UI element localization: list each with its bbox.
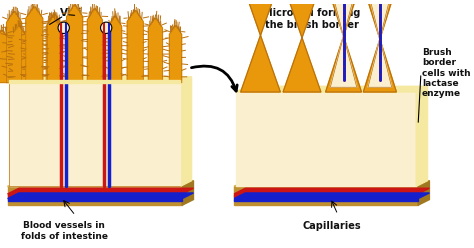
Polygon shape <box>182 181 193 205</box>
Polygon shape <box>8 186 182 205</box>
Text: Microvilli forming
the brush border: Microvilli forming the brush border <box>263 8 360 30</box>
Polygon shape <box>234 194 418 197</box>
Polygon shape <box>180 77 191 186</box>
Polygon shape <box>46 16 59 83</box>
Text: Capillaries: Capillaries <box>303 221 362 231</box>
Polygon shape <box>29 21 43 83</box>
Polygon shape <box>9 80 180 83</box>
Polygon shape <box>241 0 280 92</box>
Polygon shape <box>109 16 122 83</box>
Polygon shape <box>234 188 429 194</box>
Polygon shape <box>8 194 182 197</box>
Polygon shape <box>127 11 143 83</box>
Polygon shape <box>8 199 182 201</box>
Polygon shape <box>326 0 362 92</box>
Polygon shape <box>12 26 26 83</box>
Polygon shape <box>7 12 22 83</box>
Polygon shape <box>47 15 62 83</box>
Circle shape <box>100 22 112 33</box>
Polygon shape <box>418 181 429 205</box>
Polygon shape <box>368 0 392 87</box>
Polygon shape <box>234 199 418 201</box>
Polygon shape <box>9 77 191 83</box>
Text: Villi: Villi <box>60 8 82 18</box>
Polygon shape <box>416 86 428 186</box>
Text: Brush
border
cells with
lactase
enzyme: Brush border cells with lactase enzyme <box>422 48 471 98</box>
Polygon shape <box>87 9 102 83</box>
Polygon shape <box>169 26 182 83</box>
Polygon shape <box>236 92 416 186</box>
Circle shape <box>58 22 69 33</box>
Polygon shape <box>148 18 163 83</box>
Polygon shape <box>283 0 321 92</box>
Polygon shape <box>67 5 82 83</box>
Polygon shape <box>8 193 193 199</box>
Polygon shape <box>236 86 428 92</box>
Polygon shape <box>0 31 9 83</box>
Polygon shape <box>9 83 180 186</box>
Polygon shape <box>8 188 193 194</box>
Polygon shape <box>26 7 43 83</box>
Polygon shape <box>234 193 429 199</box>
Polygon shape <box>330 0 357 87</box>
Polygon shape <box>8 181 193 186</box>
Polygon shape <box>234 186 418 205</box>
Polygon shape <box>234 181 429 186</box>
Polygon shape <box>364 0 396 92</box>
Text: Blood vessels in
folds of intestine: Blood vessels in folds of intestine <box>21 221 108 241</box>
